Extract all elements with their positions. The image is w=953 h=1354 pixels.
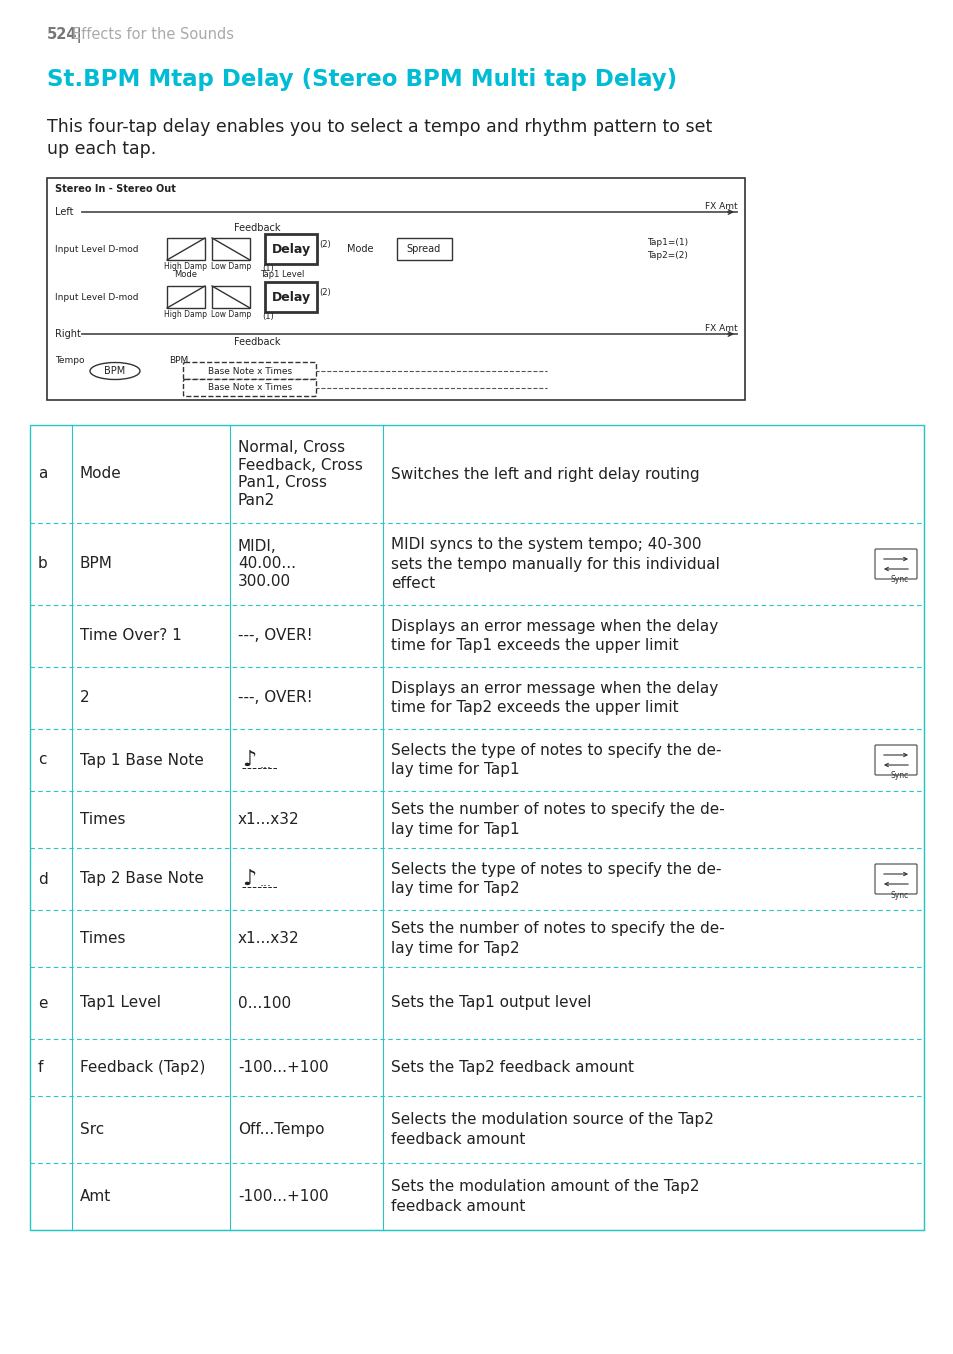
Bar (30, 425, 923, 1229)
Text: (2): (2) (318, 288, 331, 297)
Text: BPM: BPM (104, 366, 126, 376)
Text: ♪: ♪ (242, 750, 256, 770)
Text: x1...x32: x1...x32 (237, 812, 299, 827)
Text: d: d (38, 872, 48, 887)
Text: (1): (1) (262, 264, 274, 274)
Text: -100...+100: -100...+100 (237, 1060, 328, 1075)
Text: ...: ... (260, 876, 272, 890)
FancyBboxPatch shape (874, 745, 916, 774)
FancyBboxPatch shape (183, 379, 316, 397)
Bar (47, 177, 744, 399)
Text: f: f (38, 1060, 43, 1075)
Text: up each tap.: up each tap. (47, 139, 156, 158)
Text: b: b (38, 556, 48, 571)
Text: 2: 2 (80, 691, 90, 705)
Text: Delay: Delay (272, 242, 311, 256)
Text: ...: ... (260, 757, 272, 770)
Text: Effects for the Sounds: Effects for the Sounds (71, 27, 233, 42)
Text: x1...x32: x1...x32 (237, 932, 299, 946)
Text: Mode: Mode (174, 269, 197, 279)
Text: ---, OVER!: ---, OVER! (237, 628, 313, 643)
Text: FX Amt: FX Amt (704, 202, 738, 211)
Text: MIDI syncs to the system tempo; 40-300
sets the tempo manually for this individu: MIDI syncs to the system tempo; 40-300 s… (391, 536, 720, 592)
Text: Displays an error message when the delay
time for Tap2 exceeds the upper limit: Displays an error message when the delay… (391, 681, 718, 715)
Text: Times: Times (80, 932, 126, 946)
Text: Sync: Sync (890, 575, 908, 585)
Text: FX Amt: FX Amt (704, 324, 738, 333)
Text: Sets the Tap1 output level: Sets the Tap1 output level (391, 995, 591, 1010)
Text: Base Note x Times: Base Note x Times (208, 367, 292, 375)
Text: Mode: Mode (347, 244, 374, 255)
Bar (167, 286, 205, 307)
Text: -100...+100: -100...+100 (237, 1189, 328, 1204)
Text: ---, OVER!: ---, OVER! (237, 691, 313, 705)
Text: Sets the number of notes to specify the de-
lay time for Tap1: Sets the number of notes to specify the … (391, 802, 724, 837)
Text: BPM: BPM (169, 356, 188, 366)
Text: High Damp: High Damp (164, 263, 208, 271)
Text: Low Damp: Low Damp (211, 263, 251, 271)
Text: Feedback (Tap2): Feedback (Tap2) (80, 1060, 205, 1075)
Text: Left: Left (55, 207, 73, 217)
Text: Spread: Spread (406, 244, 440, 255)
Text: e: e (38, 995, 48, 1010)
Bar (212, 238, 250, 260)
Text: Feedback: Feedback (233, 223, 280, 233)
Text: Tap 2 Base Note: Tap 2 Base Note (80, 872, 204, 887)
Text: Tap1=(1): Tap1=(1) (646, 238, 687, 246)
Text: Delay: Delay (272, 291, 311, 303)
Bar (265, 234, 316, 264)
Text: Sync: Sync (890, 891, 908, 899)
Text: Displays an error message when the delay
time for Tap1 exceeds the upper limit: Displays an error message when the delay… (391, 619, 718, 654)
Text: Sets the modulation amount of the Tap2
feedback amount: Sets the modulation amount of the Tap2 f… (391, 1179, 699, 1215)
Text: Amt: Amt (80, 1189, 112, 1204)
Text: Tap1 Level: Tap1 Level (260, 269, 304, 279)
Text: Stereo In - Stereo Out: Stereo In - Stereo Out (55, 184, 175, 194)
Text: ♪: ♪ (242, 869, 256, 890)
Text: Selects the type of notes to specify the de-
lay time for Tap1: Selects the type of notes to specify the… (391, 742, 720, 777)
Text: Selects the type of notes to specify the de-
lay time for Tap2: Selects the type of notes to specify the… (391, 861, 720, 896)
Text: 524|: 524| (47, 27, 83, 43)
Bar (212, 286, 250, 307)
Text: Input Level D-mod: Input Level D-mod (55, 292, 138, 302)
Text: (2): (2) (318, 240, 331, 249)
Text: Sets the Tap2 feedback amount: Sets the Tap2 feedback amount (391, 1060, 634, 1075)
Text: Selects the modulation source of the Tap2
feedback amount: Selects the modulation source of the Tap… (391, 1112, 713, 1147)
Text: Base Note x Times: Base Note x Times (208, 383, 292, 393)
Text: MIDI,
40.00...
300.00: MIDI, 40.00... 300.00 (237, 539, 295, 589)
Bar (396, 238, 452, 260)
Text: Input Level D-mod: Input Level D-mod (55, 245, 138, 253)
Text: a: a (38, 467, 48, 482)
Text: Right: Right (55, 329, 81, 338)
Text: Time Over? 1: Time Over? 1 (80, 628, 182, 643)
Text: Off...Tempo: Off...Tempo (237, 1122, 324, 1137)
Text: 0...100: 0...100 (237, 995, 291, 1010)
Text: Low Damp: Low Damp (211, 310, 251, 320)
Text: Times: Times (80, 812, 126, 827)
Text: Feedback: Feedback (233, 337, 280, 347)
Text: BPM: BPM (80, 556, 112, 571)
Text: Tempo: Tempo (55, 356, 85, 366)
Text: Tap 1 Base Note: Tap 1 Base Note (80, 753, 204, 768)
Text: Tap1 Level: Tap1 Level (80, 995, 161, 1010)
Text: Sets the number of notes to specify the de-
lay time for Tap2: Sets the number of notes to specify the … (391, 921, 724, 956)
Text: Sync: Sync (890, 772, 908, 780)
Text: Switches the left and right delay routing: Switches the left and right delay routin… (391, 467, 699, 482)
Ellipse shape (90, 363, 140, 379)
Text: Mode: Mode (80, 467, 122, 482)
Text: Normal, Cross
Feedback, Cross
Pan1, Cross
Pan2: Normal, Cross Feedback, Cross Pan1, Cros… (237, 440, 362, 508)
Bar (167, 238, 205, 260)
Bar (265, 282, 316, 311)
FancyBboxPatch shape (874, 548, 916, 580)
Text: (1): (1) (262, 311, 274, 321)
Text: c: c (38, 753, 47, 768)
Text: Src: Src (80, 1122, 104, 1137)
Text: Tap2=(2): Tap2=(2) (646, 250, 687, 260)
FancyBboxPatch shape (183, 363, 316, 379)
Text: St.BPM Mtap Delay (Stereo BPM Multi tap Delay): St.BPM Mtap Delay (Stereo BPM Multi tap … (47, 68, 677, 91)
Text: This four-tap delay enables you to select a tempo and rhythm pattern to set: This four-tap delay enables you to selec… (47, 118, 712, 135)
FancyBboxPatch shape (874, 864, 916, 894)
Text: High Damp: High Damp (164, 310, 208, 320)
